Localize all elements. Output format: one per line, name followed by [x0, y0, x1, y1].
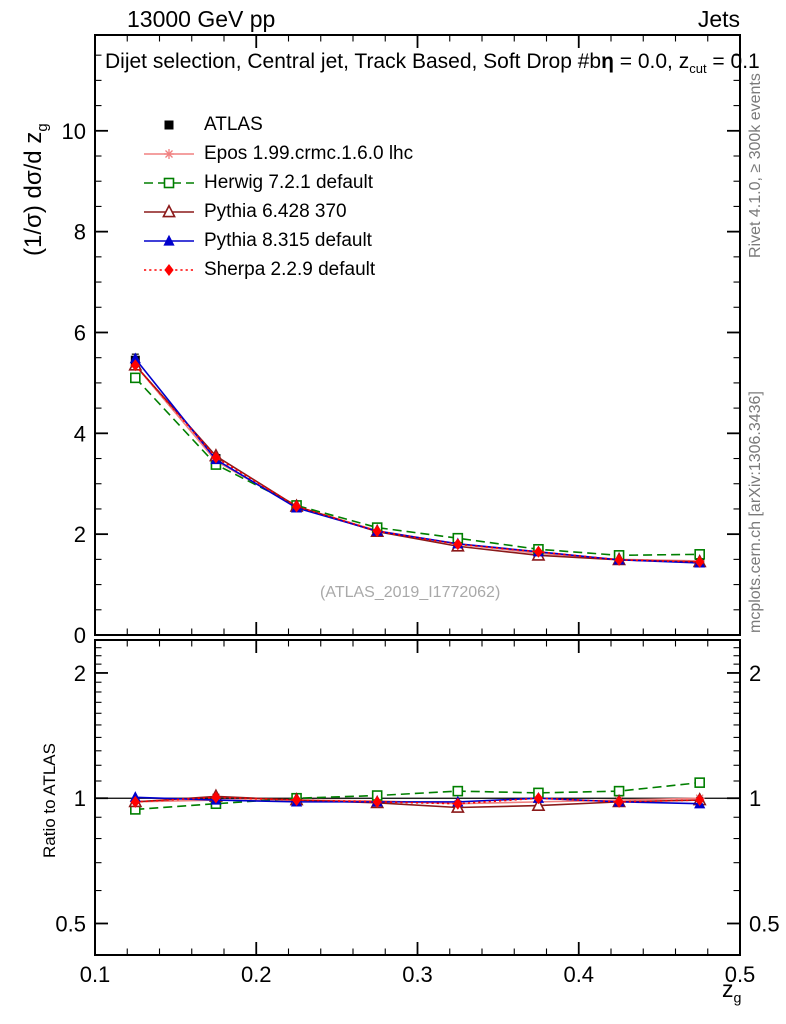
legend-label: Sherpa 2.2.9 default — [204, 258, 376, 280]
svg-text:4: 4 — [74, 421, 86, 446]
x-axis-title: zg — [722, 976, 741, 1007]
svg-text:2: 2 — [749, 661, 761, 686]
beam-energy-label: 13000 GeV pp — [127, 6, 276, 32]
svg-text:1: 1 — [74, 786, 86, 811]
svg-text:0.3: 0.3 — [402, 962, 433, 987]
svg-text:0.1: 0.1 — [80, 962, 111, 987]
legend-open-triangle — [144, 203, 194, 217]
legend: ATLAS Epos 1.99.crmc.1.6.0 lhc Herwig 7.2.… — [142, 110, 413, 284]
main-y-axis-title: (1/σ) dσ/d zg — [20, 123, 51, 256]
svg-text:2: 2 — [74, 661, 86, 686]
legend-item: ATLAS — [142, 110, 413, 139]
ratio-y-axis-title: Ratio to ATLAS — [40, 743, 59, 858]
plot-title-text: Dijet selection, Central jet, Track Base… — [105, 50, 602, 73]
main-series-herwig-7-2-1-default — [130, 372, 705, 561]
x-axis-title-sub: g — [733, 990, 742, 1007]
plot-title-eq: = 0.0, z — [613, 50, 690, 73]
svg-text:10: 10 — [62, 119, 86, 144]
legend-filled-triangle — [144, 234, 194, 246]
svg-text:6: 6 — [74, 320, 86, 345]
plot-title-subscript: cut — [689, 61, 707, 77]
x-axis-title-text: z — [722, 976, 734, 1002]
legend-item: Sherpa 2.2.9 default — [142, 255, 413, 284]
legend-open-star — [144, 148, 194, 159]
legend-label: Pythia 8.315 default — [204, 229, 372, 251]
legend-label: ATLAS — [204, 113, 263, 135]
legend-filled-square — [164, 120, 174, 129]
svg-text:1: 1 — [749, 786, 761, 811]
svg-text:0.5: 0.5 — [55, 911, 86, 936]
svg-text:2: 2 — [74, 522, 86, 547]
main-panel: 0 2 4 6 8 10 — [62, 34, 741, 648]
svg-text:0.2: 0.2 — [241, 962, 272, 987]
svg-text:8: 8 — [74, 220, 86, 245]
main-y-axis-title-text: (1/σ) dσ/d z — [20, 131, 47, 256]
svg-text:0: 0 — [74, 623, 86, 648]
legend-item: Herwig 7.2.1 default — [142, 168, 413, 197]
main-y-axis-title-sub: g — [34, 123, 51, 132]
analysis-id-watermark: (ATLAS_2019_I1772062) — [320, 584, 501, 601]
legend-item: Pythia 8.315 default — [142, 226, 413, 255]
ratio-panel: 0.5 1 2 0.5 1 2 0.1 0.2 0.3 0.4 0.5 — [55, 639, 780, 987]
legend-filled-diamond — [144, 263, 194, 276]
plot-title: Dijet selection, Central jet, Track Base… — [105, 50, 760, 76]
plot-title-end: = 0.1 — [706, 50, 760, 73]
legend-item: Epos 1.99.crmc.1.6.0 lhc — [142, 139, 413, 168]
mcplots-credit-label: mcplots.cern.ch [arXiv:1306.3436] — [747, 391, 764, 633]
legend-open-square — [144, 177, 194, 188]
main-series-sherpa-2-2-9-default — [130, 359, 705, 568]
svg-text:0.5: 0.5 — [749, 911, 780, 936]
svg-text:0.5: 0.5 — [725, 962, 756, 987]
ratio-series-sherpa-2-2-9-default — [130, 791, 705, 810]
svg-text:0.4: 0.4 — [563, 962, 594, 987]
analysis-topic-label: Jets — [697, 6, 740, 32]
plot-title-eta: η — [601, 50, 614, 73]
legend-label: Herwig 7.2.1 default — [204, 171, 373, 193]
legend-item: Pythia 6.428 370 — [142, 197, 413, 226]
legend-label: Pythia 6.428 370 — [204, 200, 347, 222]
rivet-version-label: Rivet 4.1.0, ≥ 300k events — [747, 73, 764, 258]
legend-label: Epos 1.99.crmc.1.6.0 lhc — [204, 142, 414, 164]
